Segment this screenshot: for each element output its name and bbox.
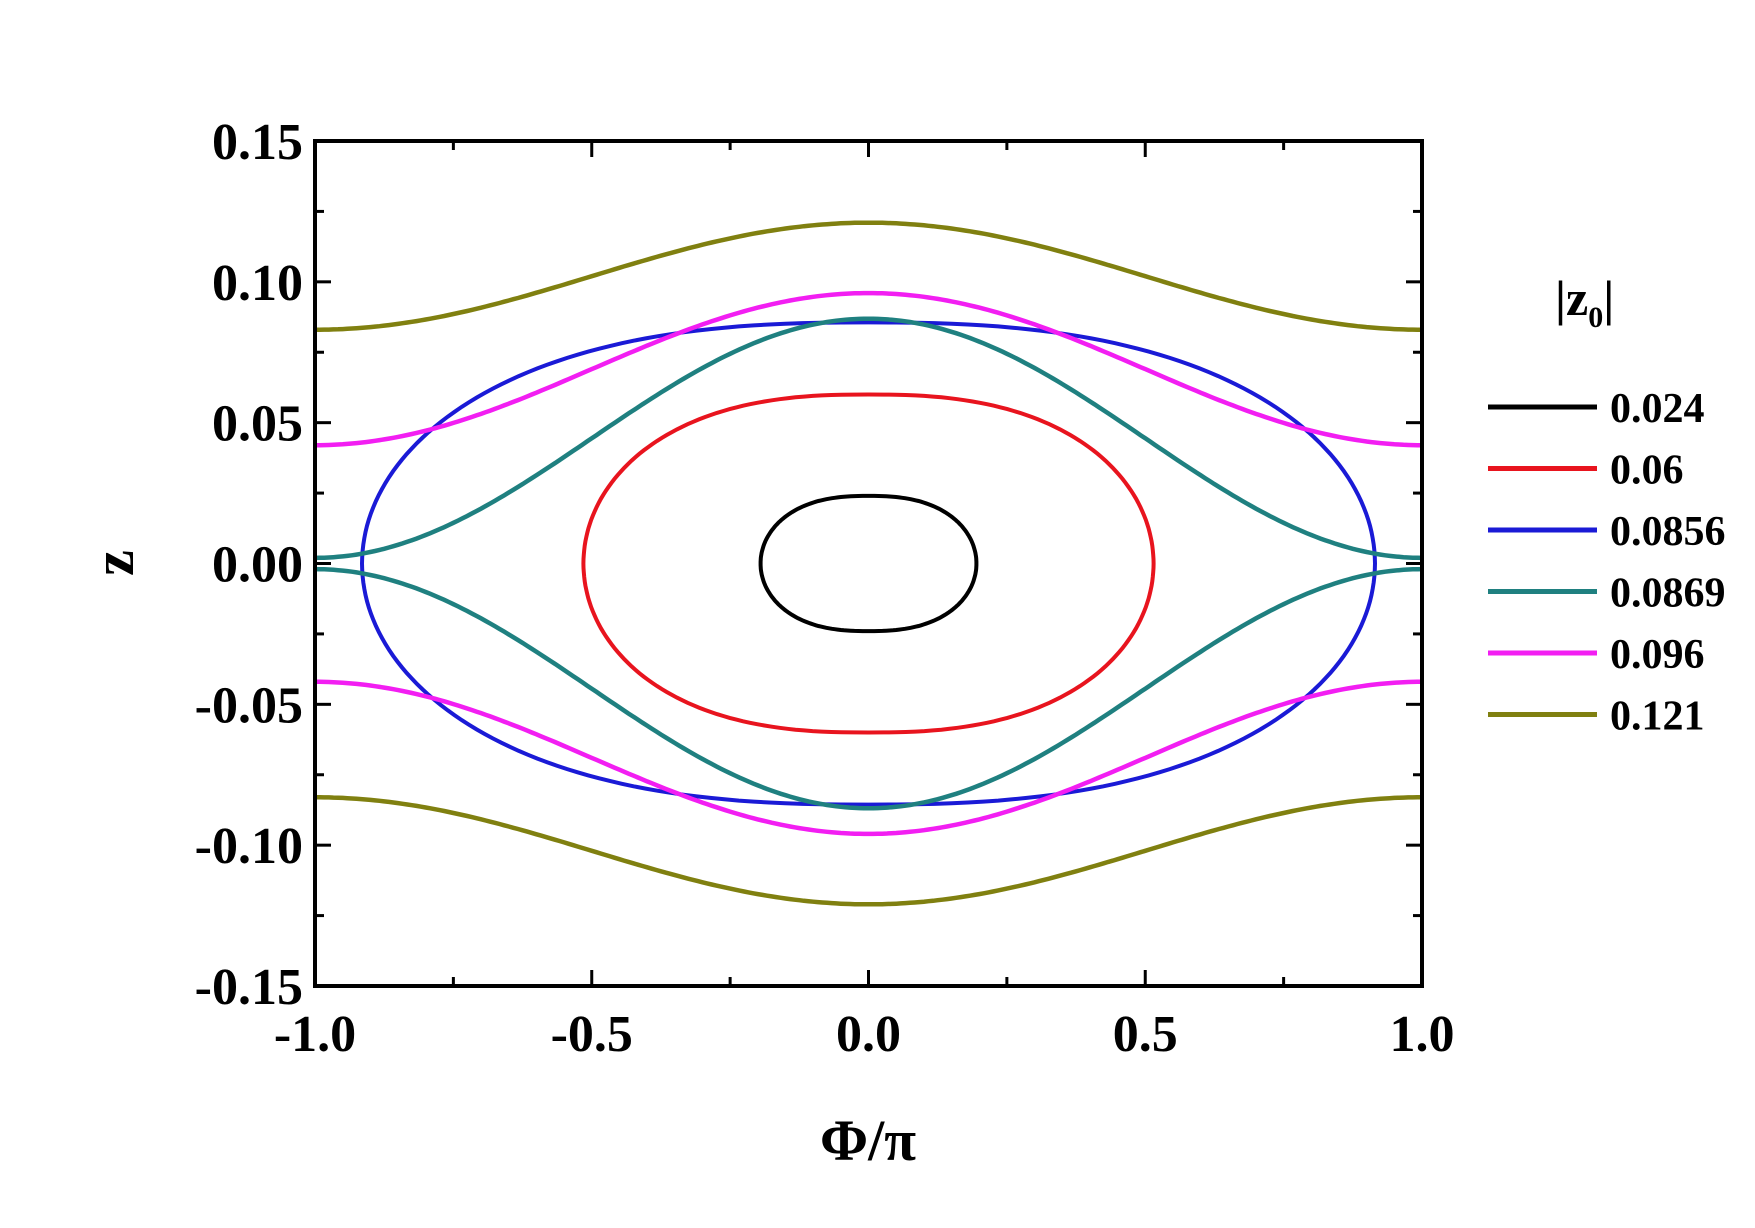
legend-item: 0.096 bbox=[1488, 632, 1705, 678]
y-tick-label: 0.10 bbox=[212, 255, 303, 312]
series-line-0.121-upper bbox=[315, 220, 1422, 332]
x-tick-label: -1.0 bbox=[274, 1006, 356, 1063]
x-tick-label: 0.5 bbox=[1113, 1006, 1178, 1063]
x-tick-label: -0.5 bbox=[551, 1006, 633, 1063]
legend-item: 0.0869 bbox=[1488, 571, 1726, 617]
y-tick-label: -0.10 bbox=[195, 818, 303, 875]
y-tick-label: -0.05 bbox=[195, 677, 303, 734]
legend-label: 0.0869 bbox=[1610, 571, 1726, 617]
series-line-0.0869-lower bbox=[314, 566, 1423, 811]
legend-label: 0.06 bbox=[1610, 448, 1684, 494]
legend-item: 0.024 bbox=[1488, 386, 1705, 432]
y-axis-title: z bbox=[81, 550, 146, 576]
series-line-0.0869-upper bbox=[314, 316, 1423, 561]
y-tick-label: 0.05 bbox=[212, 396, 303, 453]
series-line-0.0856 bbox=[359, 320, 1378, 807]
legend-item: 0.0856 bbox=[1488, 509, 1726, 555]
series-curves bbox=[314, 220, 1423, 907]
legend: |z0| 0.024 0.06 0.0856 0.0869 0.096 0.121 bbox=[1488, 270, 1726, 740]
legend-items: 0.024 0.06 0.0856 0.0869 0.096 0.121 bbox=[1488, 386, 1726, 740]
legend-label: 0.096 bbox=[1610, 632, 1705, 678]
legend-item: 0.06 bbox=[1488, 448, 1684, 494]
y-tick-label: 0.15 bbox=[212, 114, 303, 171]
series-line-0.06 bbox=[581, 392, 1156, 735]
series-line-0.096-lower bbox=[315, 679, 1422, 837]
legend-label: 0.024 bbox=[1610, 386, 1705, 432]
axis-ticks bbox=[313, 139, 1424, 988]
legend-title: |z0| bbox=[1555, 270, 1614, 334]
series-line-0.096-upper bbox=[315, 290, 1422, 448]
series-line-0.024 bbox=[758, 493, 979, 634]
plot-frame bbox=[313, 139, 1424, 988]
x-axis-title: Φ/π bbox=[820, 1108, 916, 1173]
y-tick-label: 0.00 bbox=[212, 537, 303, 594]
legend-item: 0.121 bbox=[1488, 694, 1705, 740]
legend-label: 0.0856 bbox=[1610, 509, 1726, 555]
axis-tick-labels: -1.0 -0.5 0.0 0.5 1.0 -0.15 -0.10 -0.05 0.00 0.05… bbox=[195, 114, 1455, 1063]
y-tick-label: -0.15 bbox=[195, 959, 303, 1016]
x-tick-label: 0.0 bbox=[836, 1006, 901, 1063]
legend-label: 0.121 bbox=[1610, 694, 1705, 740]
x-tick-label: 1.0 bbox=[1390, 1006, 1455, 1063]
series-line-0.121-lower bbox=[315, 795, 1422, 907]
